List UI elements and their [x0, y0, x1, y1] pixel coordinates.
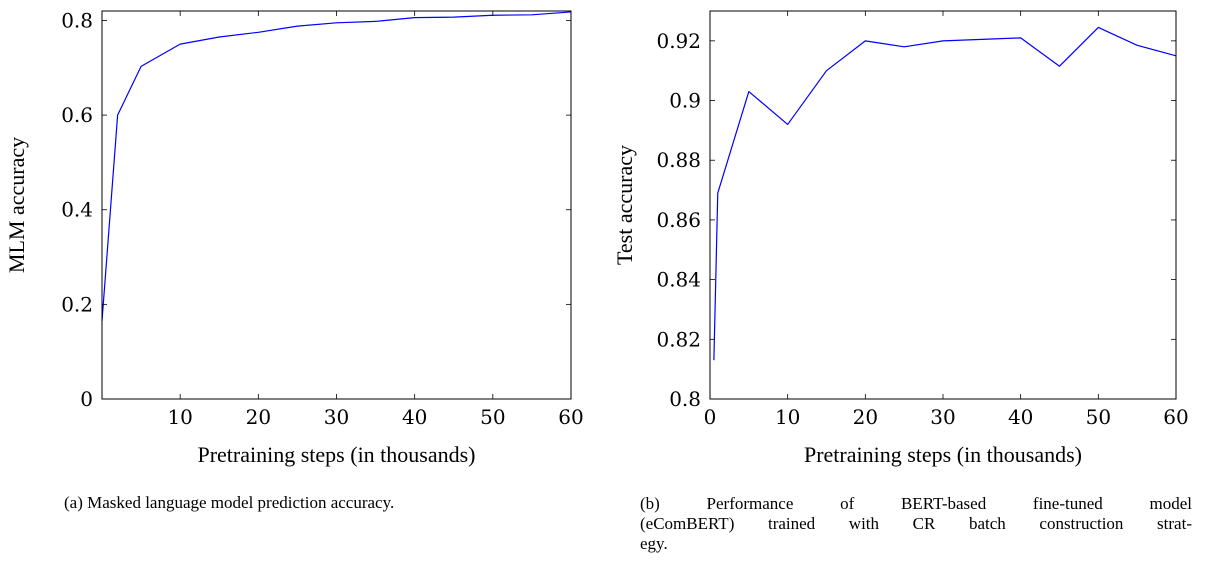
x-tick-label: 30	[930, 405, 955, 429]
caption-b-line-1: (b) Performance of BERT-based fine-tuned…	[640, 494, 1192, 513]
x-tick-label: 10	[775, 405, 800, 429]
x-tick-label: 40	[1008, 405, 1033, 429]
y-tick-label: 0.4	[61, 198, 93, 222]
series-line-0	[713, 26, 1177, 361]
chart-mlm-accuracy: 10 20 30 40 50 60 0 0.2 0.4 0.6 0.8 Pretraining ste…	[4, 8, 584, 467]
y-tick-label: 0.2	[61, 292, 93, 316]
axis-frame	[101, 10, 572, 400]
y-tick-label: 0.6	[61, 103, 93, 127]
y-axis-label: MLM accuracy	[4, 137, 29, 273]
x-tick-label: 20	[246, 405, 271, 429]
y-tick-label: 0.9	[669, 89, 701, 113]
x-tick-label: 50	[1086, 405, 1111, 429]
axis-frame	[709, 10, 1177, 400]
x-tick-label: 50	[480, 405, 505, 429]
x-tick-label: 30	[324, 405, 349, 429]
y-tick-label: 0.82	[656, 327, 701, 351]
x-tick-label: 60	[1163, 405, 1188, 429]
y-tick-label: 0.86	[656, 208, 701, 232]
caption-b-line-2: (eComBERT) trained with CR batch constru…	[640, 514, 1192, 533]
y-tick-label: 0	[80, 387, 93, 411]
x-axis-label: Pretraining steps (in thousands)	[197, 442, 475, 467]
x-tick-label: 0	[704, 405, 717, 429]
caption-b-line-3: egy.	[640, 534, 668, 553]
caption-a: (a) Masked language model prediction acc…	[64, 493, 395, 512]
x-tick-label: 10	[167, 405, 192, 429]
chart-test-accuracy: 0 10 20 30 40 50 60 0.8 0.82 0.84 0.86 0.88 0.9 0.92 P…	[612, 10, 1189, 467]
y-tick-label: 0.92	[656, 29, 701, 53]
y-tick-label: 0.8	[669, 387, 701, 411]
y-axis-label: Test accuracy	[612, 145, 637, 265]
caption-b: (b) Performance of BERT-based fine-tuned…	[640, 494, 1192, 554]
x-axis-label: Pretraining steps (in thousands)	[804, 442, 1082, 467]
x-tick-label: 40	[402, 405, 427, 429]
y-tick-label: 0.8	[61, 8, 93, 32]
x-tick-label: 60	[558, 405, 583, 429]
y-tick-label: 0.88	[656, 148, 701, 172]
series-line-0	[101, 11, 572, 321]
figure: 10 20 30 40 50 60 0 0.2 0.4 0.6 0.8 Pretraining ste…	[4, 8, 1189, 467]
x-tick-label: 20	[853, 405, 878, 429]
y-tick-label: 0.84	[656, 268, 701, 292]
